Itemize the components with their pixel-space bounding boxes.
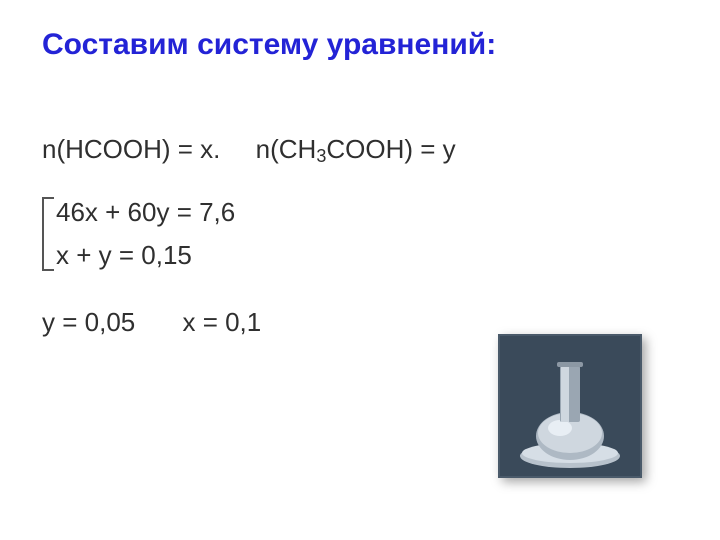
def-n-hcooh: n(HCOOH) = x. [42, 134, 220, 164]
solution-row: y = 0,05 x = 0,1 [42, 303, 456, 342]
slide-body: n(HCOOH) = x. n(CH3COOH) = y 46x + 60y =… [42, 130, 456, 346]
slide: Составим систему уравнений: n(HCOOH) = x… [0, 0, 720, 540]
equation-1: 46x + 60y = 7,6 [56, 193, 456, 232]
flask-image [498, 334, 642, 478]
def-n2-post: COOH) = y [326, 134, 455, 164]
solution-y: y = 0,05 [42, 307, 135, 337]
definitions-row: n(HCOOH) = x. n(CH3COOH) = y [42, 130, 456, 169]
equation-2: x + y = 0,15 [56, 236, 456, 275]
solution-x: x = 0,1 [182, 303, 261, 342]
def-n2-sub: 3 [316, 146, 326, 166]
flask-icon [500, 336, 640, 476]
equation-system: 46x + 60y = 7,6 x + y = 0,15 [42, 193, 456, 275]
system-bracket [42, 197, 54, 271]
def-n2-pre: n(CH [256, 134, 317, 164]
slide-title: Составим систему уравнений: [42, 28, 496, 62]
def-n-ch3cooh: n(CH3COOH) = y [256, 130, 456, 169]
